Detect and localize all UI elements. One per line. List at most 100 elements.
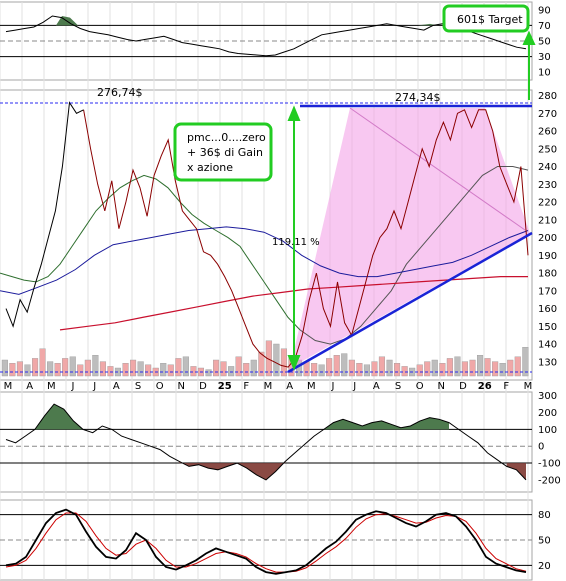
- price-tick-label: 260: [538, 127, 557, 138]
- volume-bar: [401, 366, 408, 377]
- volume-bar: [9, 363, 16, 377]
- volume-bar: [469, 359, 476, 377]
- volume-bar: [424, 361, 431, 377]
- gain-percent-label: 119.11 %: [272, 237, 320, 248]
- price-tick-label: 170: [538, 286, 557, 297]
- cci-overbought-fill: [323, 417, 449, 430]
- volume-bar: [446, 358, 453, 377]
- target-zone: [290, 108, 530, 368]
- volume-bar: [499, 363, 506, 377]
- cci-fills: [34, 404, 526, 480]
- volume-bar: [99, 361, 106, 377]
- ma-mid-line: [0, 226, 529, 295]
- panel-frames: [0, 1, 533, 581]
- target-box: 601$ Target: [442, 4, 530, 33]
- volume-bar: [341, 353, 348, 377]
- volume-bar: [107, 366, 114, 377]
- cci-tick-label: -100: [538, 459, 561, 470]
- volume-bar: [243, 363, 250, 377]
- volume-bar: [484, 358, 491, 377]
- price-tick-label: 240: [538, 162, 557, 173]
- volume-bar: [16, 361, 24, 377]
- stochastic-main-line: [5, 508, 527, 575]
- volume-bar: [54, 363, 61, 377]
- volume-bars: [1, 340, 529, 377]
- volume-bar: [378, 356, 386, 377]
- volume-bar: [394, 363, 401, 377]
- volume-bar: [273, 343, 280, 377]
- price-tick-label: 280: [538, 91, 557, 102]
- volume-bar: [265, 340, 272, 377]
- volume-bar: [167, 364, 174, 377]
- volume-bar: [47, 361, 54, 377]
- cci-tick-label: 100: [538, 425, 557, 436]
- volume-bar: [311, 363, 318, 377]
- gain-note-line-2: + 36$ di Gain: [187, 146, 263, 159]
- stochastic-ticks: 80 50 20: [538, 510, 551, 572]
- volume-bar: [416, 364, 423, 377]
- x-tick-label: O: [416, 381, 424, 392]
- cci-tick-label: 0: [538, 442, 544, 453]
- volume-bar: [280, 348, 288, 377]
- volume-bar: [69, 356, 76, 377]
- x-tick-label: J: [92, 381, 96, 392]
- gain-note-line-3: x azione: [187, 161, 233, 174]
- x-tick-label: A: [373, 381, 380, 392]
- target-arrow: [522, 30, 536, 100]
- volume-bar: [461, 361, 469, 377]
- volume-bar: [129, 359, 137, 377]
- cci-oversold-fill: [506, 463, 526, 480]
- cci-tick-label: 200: [538, 408, 557, 419]
- stochastic-signal-line: [5, 512, 527, 573]
- resistance-label: 274,34$: [395, 91, 441, 104]
- x-tick-label: O: [156, 381, 164, 392]
- volume-bar: [145, 364, 152, 377]
- volume-bar: [212, 359, 220, 377]
- x-tick-label: A: [26, 381, 33, 392]
- zone-diagonal: [349, 107, 526, 231]
- ma-green-line: [0, 174, 301, 331]
- volume-bar: [439, 363, 446, 377]
- volume-bar: [122, 363, 129, 377]
- volume-bar: [363, 364, 371, 377]
- x-tick-label: N: [438, 381, 445, 392]
- x-tick-label: J: [352, 381, 356, 392]
- rsi-tick-label: 10: [538, 68, 551, 79]
- x-tick-label: M: [307, 381, 316, 392]
- x-ticks: M A M J J A S O N D 25 F M A M J J A S O N D 26 F M: [4, 381, 533, 392]
- x-tick-label: F: [243, 381, 249, 392]
- gain-note-line-1: pmc...0....zero: [187, 131, 266, 144]
- volume-bar: [507, 359, 514, 377]
- gain-note-box: pmc...0....zero + 36$ di Gain x azione: [173, 122, 273, 182]
- volume-bar: [84, 359, 91, 377]
- x-tick-label: F: [503, 381, 509, 392]
- volume-bar: [514, 356, 521, 377]
- volume-bar: [62, 358, 69, 377]
- price-tick-label: 250: [538, 144, 557, 155]
- gain-arrow: [287, 105, 301, 371]
- price-tick-label: 200: [538, 233, 557, 244]
- x-tick-label: D: [199, 381, 207, 392]
- volume-bar: [371, 361, 378, 377]
- volume-bar: [492, 361, 499, 377]
- price-tick-label: 180: [538, 269, 557, 280]
- volume-bar: [205, 369, 212, 377]
- volume-bar: [220, 361, 227, 377]
- target-label: 601$ Target: [457, 13, 523, 26]
- volume-bar: [333, 355, 340, 377]
- price-tick-label: 270: [538, 109, 557, 120]
- cci-tick-label: -200: [538, 475, 561, 486]
- stochastic-tick-label: 50: [538, 536, 551, 547]
- volume-bar: [1, 359, 8, 377]
- price-tick-label: 130: [538, 357, 557, 368]
- volume-bar: [318, 364, 325, 377]
- volume-bar: [182, 356, 189, 377]
- cci-line: [5, 403, 527, 481]
- price-tick-label: 160: [538, 304, 557, 315]
- volume-bar: [228, 366, 235, 377]
- x-tick-label: M: [264, 381, 273, 392]
- volume-bar: [32, 358, 39, 377]
- rsi-tick-label: 70: [538, 21, 551, 32]
- previous-high-label: 276,74$: [97, 86, 143, 99]
- volume-bar: [160, 363, 167, 377]
